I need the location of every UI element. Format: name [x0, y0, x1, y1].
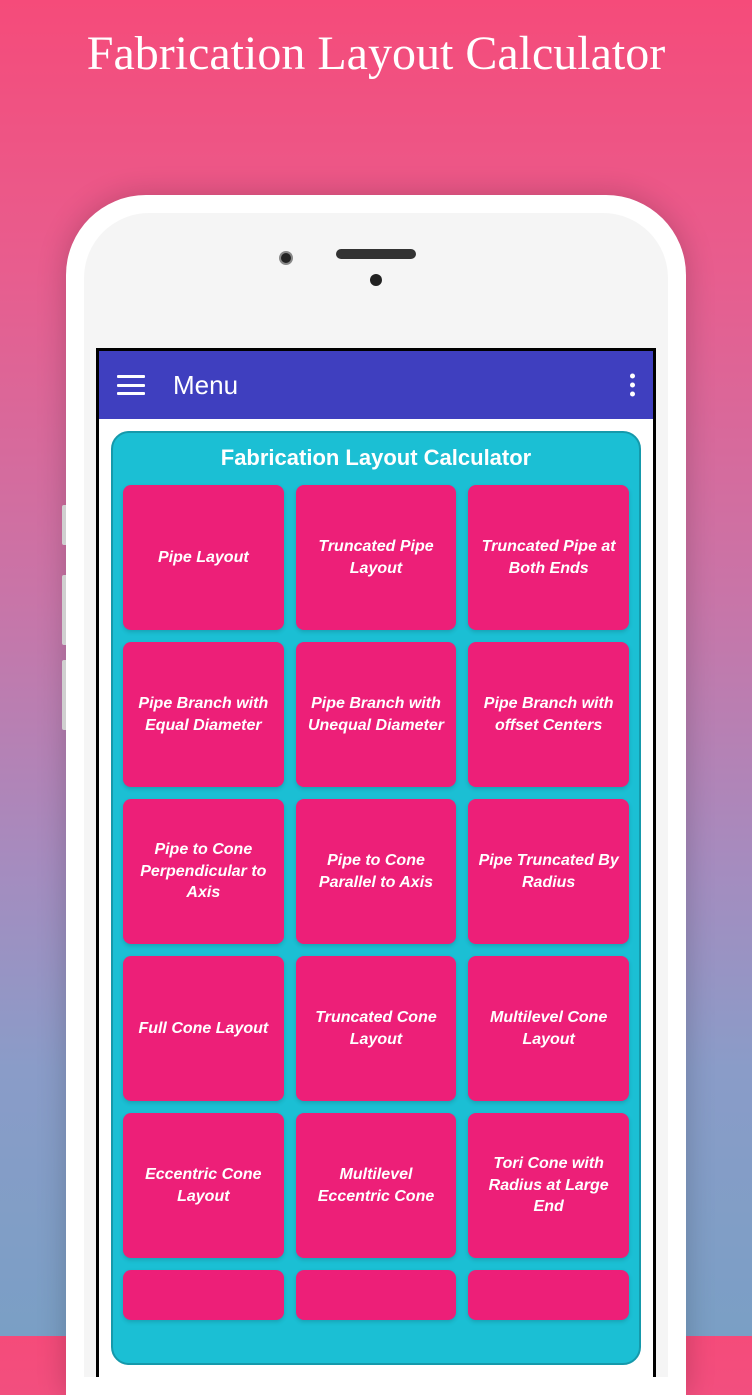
more-menu-icon[interactable] — [630, 374, 635, 397]
app-bar: Menu — [99, 351, 653, 419]
tile-pipe-branch-equal[interactable]: Pipe Branch with Equal Diameter — [123, 642, 284, 787]
tile-multilevel-cone[interactable]: Multilevel Cone Layout — [468, 956, 629, 1101]
tile-partial[interactable] — [296, 1270, 457, 1320]
tile-label: Multilevel Eccentric Cone — [306, 1164, 447, 1207]
tile-label: Pipe Branch with Unequal Diameter — [306, 693, 447, 736]
tile-grid: Pipe Layout Truncated Pipe Layout Trunca… — [123, 485, 629, 1320]
tile-multilevel-eccentric-cone[interactable]: Multilevel Eccentric Cone — [296, 1113, 457, 1258]
tile-label: Truncated Pipe Layout — [306, 536, 447, 579]
tile-partial[interactable] — [468, 1270, 629, 1320]
tile-eccentric-cone[interactable]: Eccentric Cone Layout — [123, 1113, 284, 1258]
phone-volume-down — [62, 660, 66, 730]
tile-tori-cone-radius-large[interactable]: Tori Cone with Radius at Large End — [468, 1113, 629, 1258]
phone-sensor — [370, 274, 382, 286]
tile-truncated-cone[interactable]: Truncated Cone Layout — [296, 956, 457, 1101]
phone-speaker — [336, 249, 416, 259]
phone-screen: Menu Fabrication Layout Calculator Pipe … — [96, 348, 656, 1377]
panel-title: Fabrication Layout Calculator — [123, 445, 629, 471]
tile-label: Pipe to Cone Parallel to Axis — [306, 850, 447, 893]
content-area: Fabrication Layout Calculator Pipe Layou… — [99, 419, 653, 1377]
tile-label: Multilevel Cone Layout — [478, 1007, 619, 1050]
phone-side-button — [62, 505, 66, 545]
phone-bezel: Menu Fabrication Layout Calculator Pipe … — [84, 213, 668, 1377]
calculator-panel: Fabrication Layout Calculator Pipe Layou… — [111, 431, 641, 1365]
phone-camera — [279, 251, 293, 265]
tile-pipe-truncated-radius[interactable]: Pipe Truncated By Radius — [468, 799, 629, 944]
tile-pipe-branch-unequal[interactable]: Pipe Branch with Unequal Diameter — [296, 642, 457, 787]
page-title: Fabrication Layout Calculator — [0, 0, 752, 103]
hamburger-icon[interactable] — [117, 375, 145, 395]
tile-pipe-cone-parallel[interactable]: Pipe to Cone Parallel to Axis — [296, 799, 457, 944]
tile-label: Pipe Branch with offset Centers — [478, 693, 619, 736]
tile-label: Full Cone Layout — [138, 1018, 268, 1040]
tile-pipe-cone-perpendicular[interactable]: Pipe to Cone Perpendicular to Axis — [123, 799, 284, 944]
tile-label: Pipe Truncated By Radius — [478, 850, 619, 893]
app-bar-title: Menu — [173, 370, 238, 401]
phone-volume-up — [62, 575, 66, 645]
tile-label: Truncated Cone Layout — [306, 1007, 447, 1050]
tile-label: Pipe Layout — [158, 547, 249, 569]
tile-label: Truncated Pipe at Both Ends — [478, 536, 619, 579]
tile-label: Tori Cone with Radius at Large End — [478, 1153, 619, 1218]
tile-label: Eccentric Cone Layout — [133, 1164, 274, 1207]
tile-full-cone[interactable]: Full Cone Layout — [123, 956, 284, 1101]
tile-label: Pipe Branch with Equal Diameter — [133, 693, 274, 736]
tile-truncated-pipe-layout[interactable]: Truncated Pipe Layout — [296, 485, 457, 630]
phone-frame: Menu Fabrication Layout Calculator Pipe … — [66, 195, 686, 1395]
tile-pipe-branch-offset[interactable]: Pipe Branch with offset Centers — [468, 642, 629, 787]
tile-truncated-pipe-both-ends[interactable]: Truncated Pipe at Both Ends — [468, 485, 629, 630]
tile-partial[interactable] — [123, 1270, 284, 1320]
tile-label: Pipe to Cone Perpendicular to Axis — [133, 839, 274, 904]
tile-pipe-layout[interactable]: Pipe Layout — [123, 485, 284, 630]
